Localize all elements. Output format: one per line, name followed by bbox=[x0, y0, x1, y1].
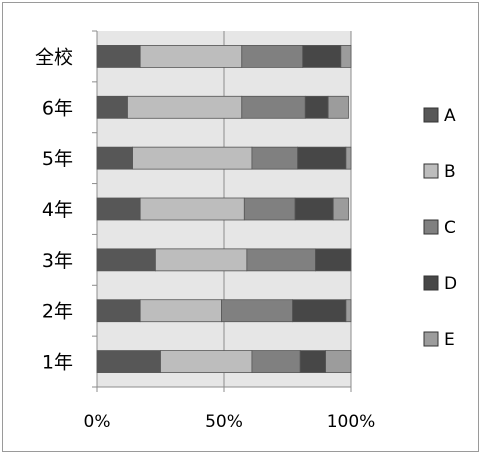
legend-label: C bbox=[444, 218, 456, 238]
bar-segment bbox=[297, 146, 347, 170]
bar-segment bbox=[292, 299, 347, 323]
legend-swatch bbox=[423, 107, 439, 123]
legend-label: E bbox=[444, 330, 455, 350]
legend-label: A bbox=[444, 106, 456, 126]
bar-segment bbox=[96, 95, 128, 119]
category-label: 3年 bbox=[42, 250, 73, 272]
bar-segment bbox=[96, 45, 141, 68]
bar-segment bbox=[241, 95, 306, 119]
bar-segment bbox=[139, 197, 245, 221]
category-label: 5年 bbox=[42, 148, 73, 170]
category-label: 6年 bbox=[42, 97, 73, 119]
bar-segment bbox=[96, 197, 141, 221]
bar-segment bbox=[221, 299, 293, 323]
bar-segment bbox=[132, 146, 253, 170]
bar-segment bbox=[327, 95, 349, 119]
bar-segment bbox=[96, 248, 156, 272]
legend-swatch bbox=[423, 275, 439, 291]
stacked-bar-chart: 全校 6年 5年 4年 3年 2年 1年 0% 50% 100% A B C D E bbox=[35, 30, 457, 432]
bar-segment bbox=[299, 350, 327, 373]
bar-segment bbox=[241, 45, 304, 68]
bar-segment bbox=[251, 146, 299, 170]
chart-frame: 全校 6年 5年 4年 3年 2年 1年 0% 50% 100% A B C D E bbox=[2, 2, 479, 452]
bar-segment bbox=[139, 45, 243, 68]
bar-segment bbox=[246, 248, 316, 272]
category-label: 1年 bbox=[42, 352, 73, 374]
category-label: 2年 bbox=[42, 301, 73, 323]
category-label: 全校 bbox=[35, 46, 73, 68]
bar-segment bbox=[302, 45, 342, 68]
x-tick-label: 0% bbox=[84, 412, 111, 432]
bar-segment bbox=[345, 146, 352, 170]
bar-segment bbox=[243, 197, 296, 221]
bar-segment bbox=[332, 197, 349, 221]
bar-segment bbox=[315, 248, 352, 272]
bar-segment bbox=[160, 350, 253, 373]
bar-segment bbox=[139, 299, 222, 323]
x-tick-label: 50% bbox=[205, 412, 243, 432]
bar-segment bbox=[340, 45, 352, 68]
bar-segment bbox=[155, 248, 248, 272]
bar-segment bbox=[96, 146, 133, 170]
bar-segment bbox=[251, 350, 301, 373]
bar-segment bbox=[96, 350, 161, 373]
bar-segment bbox=[127, 95, 243, 119]
legend-label: D bbox=[444, 274, 457, 294]
legend-swatch bbox=[423, 219, 439, 235]
legend-label: B bbox=[444, 162, 456, 182]
bar-segment bbox=[304, 95, 329, 119]
bar-segment bbox=[325, 350, 352, 373]
category-label: 4年 bbox=[42, 199, 73, 221]
x-tick-label: 100% bbox=[327, 412, 376, 432]
bar-segment bbox=[345, 299, 352, 323]
bar-segment bbox=[96, 299, 141, 323]
legend-swatch bbox=[423, 331, 439, 347]
legend-swatch bbox=[423, 163, 439, 179]
bar-segment bbox=[294, 197, 334, 221]
